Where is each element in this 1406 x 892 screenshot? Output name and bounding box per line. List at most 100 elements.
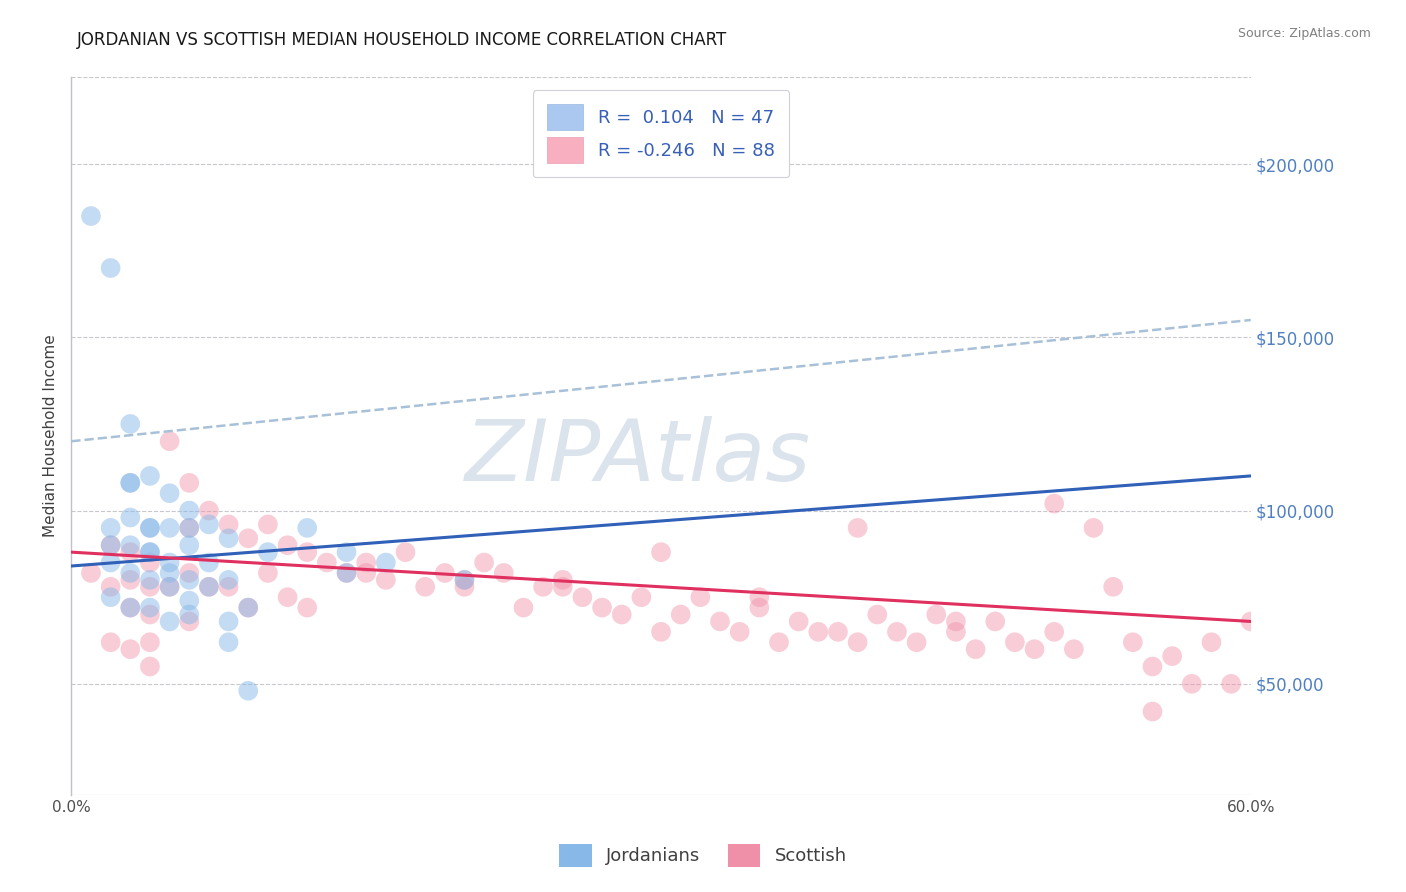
Point xyxy=(1043,624,1066,639)
Point xyxy=(571,590,593,604)
Point xyxy=(159,566,181,580)
Point xyxy=(374,556,396,570)
Point xyxy=(159,486,181,500)
Point xyxy=(433,566,456,580)
Point xyxy=(630,590,652,604)
Point xyxy=(866,607,889,622)
Point xyxy=(159,580,181,594)
Point xyxy=(551,573,574,587)
Point xyxy=(591,600,613,615)
Point xyxy=(453,573,475,587)
Point xyxy=(238,531,260,545)
Point xyxy=(1240,615,1263,629)
Point xyxy=(120,642,142,657)
Point xyxy=(984,615,1007,629)
Point xyxy=(159,434,181,449)
Point xyxy=(748,600,770,615)
Point xyxy=(218,517,240,532)
Point xyxy=(965,642,987,657)
Point xyxy=(120,538,142,552)
Point xyxy=(492,566,515,580)
Point xyxy=(139,556,162,570)
Point xyxy=(257,545,280,559)
Point xyxy=(295,600,318,615)
Point xyxy=(179,615,201,629)
Point xyxy=(354,556,377,570)
Point xyxy=(139,635,162,649)
Point xyxy=(100,580,122,594)
Point xyxy=(100,538,122,552)
Point xyxy=(198,517,221,532)
Point xyxy=(159,615,181,629)
Point xyxy=(179,566,201,580)
Point xyxy=(295,521,318,535)
Point xyxy=(315,556,337,570)
Point xyxy=(1142,659,1164,673)
Point xyxy=(80,209,103,223)
Point xyxy=(120,545,142,559)
Point xyxy=(218,635,240,649)
Point xyxy=(198,503,221,517)
Text: ZIPAtlas: ZIPAtlas xyxy=(464,416,810,500)
Point xyxy=(728,624,751,639)
Point xyxy=(80,566,103,580)
Point xyxy=(139,659,162,673)
Point xyxy=(374,573,396,587)
Point xyxy=(277,538,299,552)
Point xyxy=(139,580,162,594)
Point xyxy=(846,521,869,535)
Point xyxy=(650,624,672,639)
Point xyxy=(139,607,162,622)
Legend: R =  0.104   N = 47, R = -0.246   N = 88: R = 0.104 N = 47, R = -0.246 N = 88 xyxy=(533,90,789,178)
Point xyxy=(218,531,240,545)
Point xyxy=(807,624,830,639)
Point xyxy=(120,510,142,524)
Point xyxy=(139,521,162,535)
Point xyxy=(531,580,554,594)
Point xyxy=(120,566,142,580)
Point xyxy=(1004,635,1026,649)
Point xyxy=(238,600,260,615)
Point xyxy=(669,607,692,622)
Point xyxy=(787,615,810,629)
Point xyxy=(394,545,416,559)
Point xyxy=(120,600,142,615)
Point xyxy=(1063,642,1085,657)
Point xyxy=(905,635,928,649)
Point xyxy=(709,615,731,629)
Point xyxy=(179,573,201,587)
Point xyxy=(198,580,221,594)
Point xyxy=(551,580,574,594)
Point xyxy=(198,580,221,594)
Point xyxy=(120,475,142,490)
Point xyxy=(1083,521,1105,535)
Point xyxy=(159,556,181,570)
Point xyxy=(354,566,377,580)
Point xyxy=(120,600,142,615)
Point xyxy=(472,556,495,570)
Point xyxy=(650,545,672,559)
Point xyxy=(198,556,221,570)
Point xyxy=(846,635,869,649)
Point xyxy=(139,545,162,559)
Point xyxy=(179,503,201,517)
Point xyxy=(1181,677,1204,691)
Point xyxy=(100,556,122,570)
Point xyxy=(179,607,201,622)
Point xyxy=(139,469,162,483)
Point xyxy=(159,580,181,594)
Point xyxy=(335,566,357,580)
Point xyxy=(257,517,280,532)
Point xyxy=(945,615,967,629)
Text: Source: ZipAtlas.com: Source: ZipAtlas.com xyxy=(1237,27,1371,40)
Point xyxy=(453,573,475,587)
Point xyxy=(139,600,162,615)
Point xyxy=(1161,649,1184,664)
Point xyxy=(238,600,260,615)
Point xyxy=(335,545,357,559)
Point xyxy=(1122,635,1144,649)
Point xyxy=(689,590,711,604)
Point xyxy=(100,260,122,275)
Point xyxy=(1043,497,1066,511)
Point xyxy=(277,590,299,604)
